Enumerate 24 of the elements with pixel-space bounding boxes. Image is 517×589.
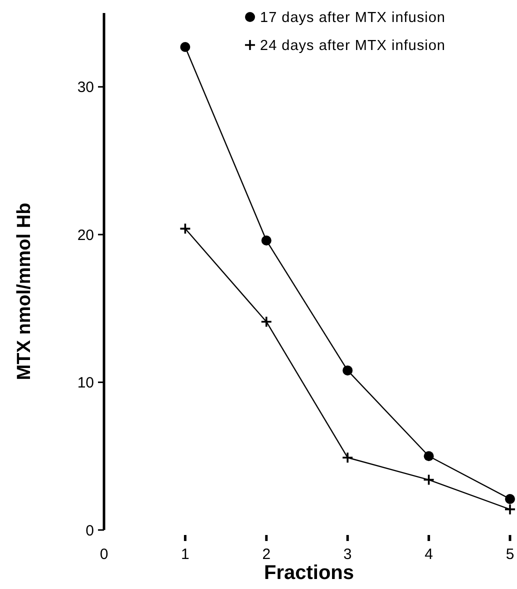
y-tick-label: 30 [77, 79, 94, 96]
y-tick-label: 0 [86, 522, 94, 540]
x-tick-label: 5 [506, 546, 514, 563]
x-tick-label: 0 [100, 546, 108, 563]
x-axis-title: Fractions [264, 562, 354, 584]
point [260, 316, 272, 328]
legend-label: 17 days after MTX infusion [260, 10, 446, 26]
point [342, 365, 353, 376]
x-tick-label: 3 [343, 546, 352, 563]
point [504, 503, 516, 516]
x-tick-label: 4 [424, 546, 433, 563]
y-tick-label: 20 [77, 226, 94, 244]
y-tick-label: 10 [77, 374, 94, 392]
point [180, 42, 190, 52]
point [179, 222, 192, 235]
point [505, 494, 515, 504]
point [424, 451, 434, 462]
x-tick-label: 2 [262, 546, 271, 563]
legend-label: 24 days after MTX infusion [260, 38, 446, 54]
point [261, 235, 272, 246]
y-axis-title: MTX nmol/mmol Hb [14, 202, 35, 380]
point [422, 474, 435, 486]
point [342, 452, 354, 464]
x-tick-label: 1 [181, 546, 190, 563]
